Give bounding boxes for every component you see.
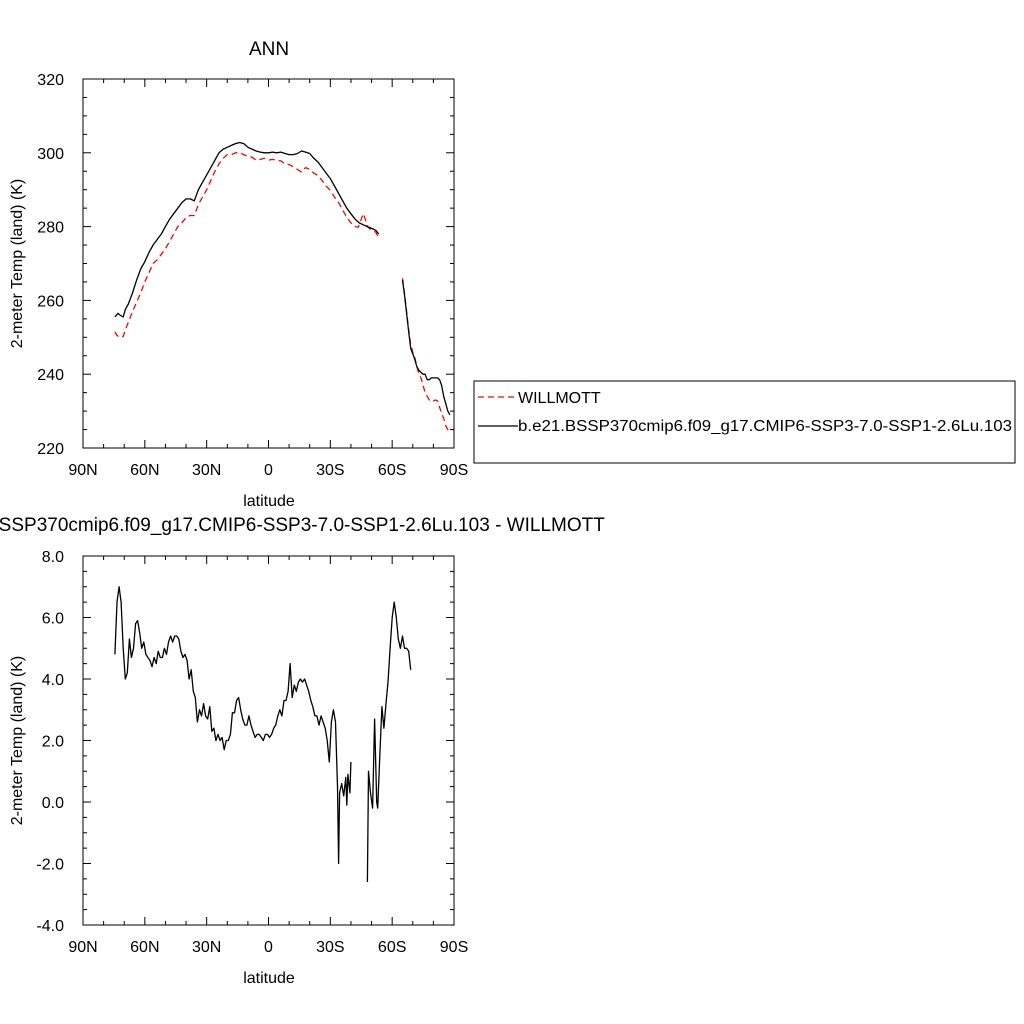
bottom-y-tick-label: 0.0: [42, 795, 64, 812]
top-x-axis-label: latitude: [243, 493, 295, 510]
bottom-y-tick-label: 2.0: [42, 734, 64, 751]
top-x-tick-label: 30S: [316, 462, 344, 479]
top-series-1-segment-1: [401, 280, 451, 416]
top-x-tick-label: 90S: [440, 462, 468, 479]
bottom-chart-title: b.e21.BSSP370cmip6.f09_g17.CMIP6-SSP3-7.…: [0, 515, 605, 536]
bottom-y-tick-label: 8.0: [42, 549, 64, 566]
top-x-tick-label: 0: [264, 462, 273, 479]
top-x-tick-label: 60N: [130, 462, 159, 479]
top-y-tick-label: 320: [37, 72, 64, 89]
bottom-plot-frame: [82, 555, 455, 926]
legend-box: [473, 380, 1016, 464]
top-y-tick-label: 280: [37, 220, 64, 237]
top-plot-frame: [82, 78, 455, 449]
bottom-x-tick-label: 0: [264, 939, 273, 956]
bottom-series-0-segment-0: [114, 586, 352, 865]
top-x-tick-label: 90N: [68, 462, 97, 479]
bottom-y-tick-label: -4.0: [36, 918, 64, 935]
bottom-y-tick-label: 4.0: [42, 672, 64, 689]
top-x-tick-label: 60S: [378, 462, 406, 479]
top-series-1-segment-0: [114, 141, 380, 318]
legend: WILLMOTT b.e21.BSSP370cmip6.f09_g17.CMIP…: [473, 380, 1016, 464]
top-data-lines: [114, 141, 451, 434]
top-x-tick-label: 30N: [192, 462, 221, 479]
bottom-x-tick-label: 30N: [192, 939, 221, 956]
bottom-x-tick-label: 90N: [68, 939, 97, 956]
top-y-tick-label: 240: [37, 367, 64, 384]
bottom-x-axis-label: latitude: [243, 970, 295, 987]
legend-label-model: b.e21.BSSP370cmip6.f09_g17.CMIP6-SSP3-7.…: [518, 418, 1012, 435]
bottom-axis-ticks: 90N 60N 30N 0 30S 60S 90S -4.0 -2.0 0.0 2.0 4.0 6.0 8…: [36, 549, 468, 956]
legend-label-willmott: WILLMOTT: [518, 390, 601, 407]
bottom-y-tick-label: 6.0: [42, 611, 64, 628]
bottom-x-tick-label: 90S: [440, 939, 468, 956]
top-series-0-segment-0: [114, 152, 380, 338]
top-y-axis-label: 2-meter Temp (land) (K): [9, 179, 26, 349]
bottom-x-tick-label: 60N: [130, 939, 159, 956]
top-axis-ticks: 90N 60N 30N 0 30S 60S 90S 220 240 260 280 300 320: [37, 72, 468, 479]
bottom-y-tick-label: -2.0: [36, 857, 64, 874]
bottom-data-lines: [114, 586, 412, 883]
top-panel: ANN 90N 60N 30N 0 30S 60S 90S 220 240 260 280 300 32…: [9, 39, 1016, 510]
top-chart-title: ANN: [249, 39, 289, 60]
bottom-x-tick-label: 60S: [378, 939, 406, 956]
top-y-tick-label: 260: [37, 293, 64, 310]
top-y-tick-label: 300: [37, 146, 64, 163]
bottom-series-0-segment-1: [366, 601, 412, 883]
bottom-panel: b.e21.BSSP370cmip6.f09_g17.CMIP6-SSP3-7.…: [0, 515, 605, 987]
bottom-y-axis-label: 2-meter Temp (land) (K): [9, 656, 26, 826]
top-y-tick-label: 220: [37, 441, 64, 458]
bottom-x-tick-label: 30S: [316, 939, 344, 956]
top-series-0-segment-1: [401, 278, 451, 434]
